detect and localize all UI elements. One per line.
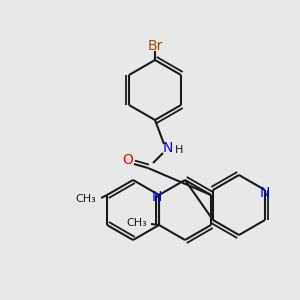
Text: N: N [152, 190, 162, 204]
Text: O: O [123, 153, 134, 167]
Text: Br: Br [147, 39, 163, 53]
Text: N: N [260, 186, 270, 200]
Text: CH₃: CH₃ [76, 194, 96, 204]
Text: CH₃: CH₃ [127, 218, 147, 228]
Text: N: N [163, 141, 173, 155]
Text: H: H [175, 145, 183, 155]
